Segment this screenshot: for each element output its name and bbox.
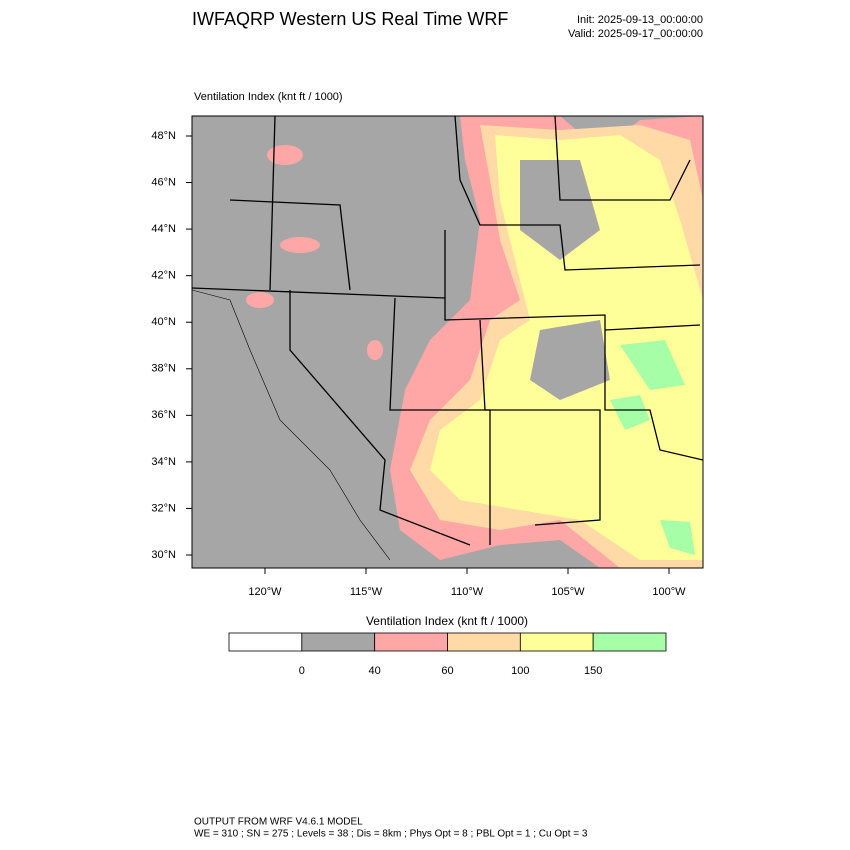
state-border	[479, 319, 601, 526]
lon-label: 120°W	[248, 586, 282, 598]
state-border	[269, 116, 276, 291]
lon-label: 115°W	[350, 586, 383, 598]
pink-region	[280, 237, 320, 253]
pink-region	[367, 340, 383, 360]
colorbar-label: 100	[511, 665, 529, 677]
state-border	[192, 287, 446, 299]
title: IWFAQRP Western US Real Time WRF	[192, 9, 508, 29]
init-time: Init: 2025-09-13_00:00:00	[577, 14, 703, 26]
colorbar-box	[228, 632, 303, 652]
colorbar-title: Ventilation Index (knt ft / 1000)	[366, 614, 528, 628]
green-region	[660, 520, 695, 555]
lon-label: 105°W	[551, 586, 585, 598]
map-frame	[191, 115, 704, 569]
lat-label: 40°N	[151, 316, 176, 328]
state-border	[289, 290, 471, 546]
colorbar-box	[447, 632, 521, 652]
lat-label: 46°N	[151, 176, 176, 188]
map	[191, 115, 704, 569]
lat-label: 48°N	[151, 130, 176, 142]
pink-region	[246, 292, 274, 308]
lat-label: 30°N	[151, 549, 176, 561]
colorbar-box	[592, 632, 667, 652]
green-region	[620, 340, 685, 390]
state-border	[229, 199, 351, 291]
state-border	[444, 230, 703, 461]
lon-label: 100°W	[652, 586, 686, 598]
state-border	[604, 324, 701, 331]
gray-region	[530, 320, 610, 400]
lat-label: 42°N	[151, 270, 176, 282]
lat-label: 44°N	[151, 223, 176, 235]
colorbar-box	[374, 632, 448, 652]
lat-label: 34°N	[151, 456, 176, 468]
footer-line: WE = 310 ; SN = 275 ; Levels = 38 ; Dis …	[194, 829, 588, 840]
coastline	[192, 289, 391, 561]
pink-region	[267, 145, 303, 165]
colorbar-label: 40	[369, 665, 381, 677]
state-border	[389, 297, 491, 545]
state-border	[554, 116, 691, 201]
state-border	[454, 116, 701, 271]
lat-label: 38°N	[151, 363, 176, 375]
lat-label: 36°N	[151, 409, 176, 421]
lat-label: 32°N	[151, 502, 176, 514]
valid-time: Valid: 2025-09-17_00:00:00	[568, 28, 703, 40]
colorbar-label: 60	[441, 665, 453, 677]
colorbar-box	[519, 632, 594, 652]
lon-label: 110°W	[451, 586, 484, 598]
plot-label: Ventilation Index (knt ft / 1000)	[194, 91, 343, 103]
green-region	[610, 395, 650, 430]
gray-region	[520, 160, 600, 260]
colorbar-box	[301, 632, 376, 652]
colorbar-label: 150	[584, 665, 602, 677]
colorbar-label: 0	[299, 665, 305, 677]
footer-line: OUTPUT FROM WRF V4.6.1 MODEL	[194, 817, 363, 828]
